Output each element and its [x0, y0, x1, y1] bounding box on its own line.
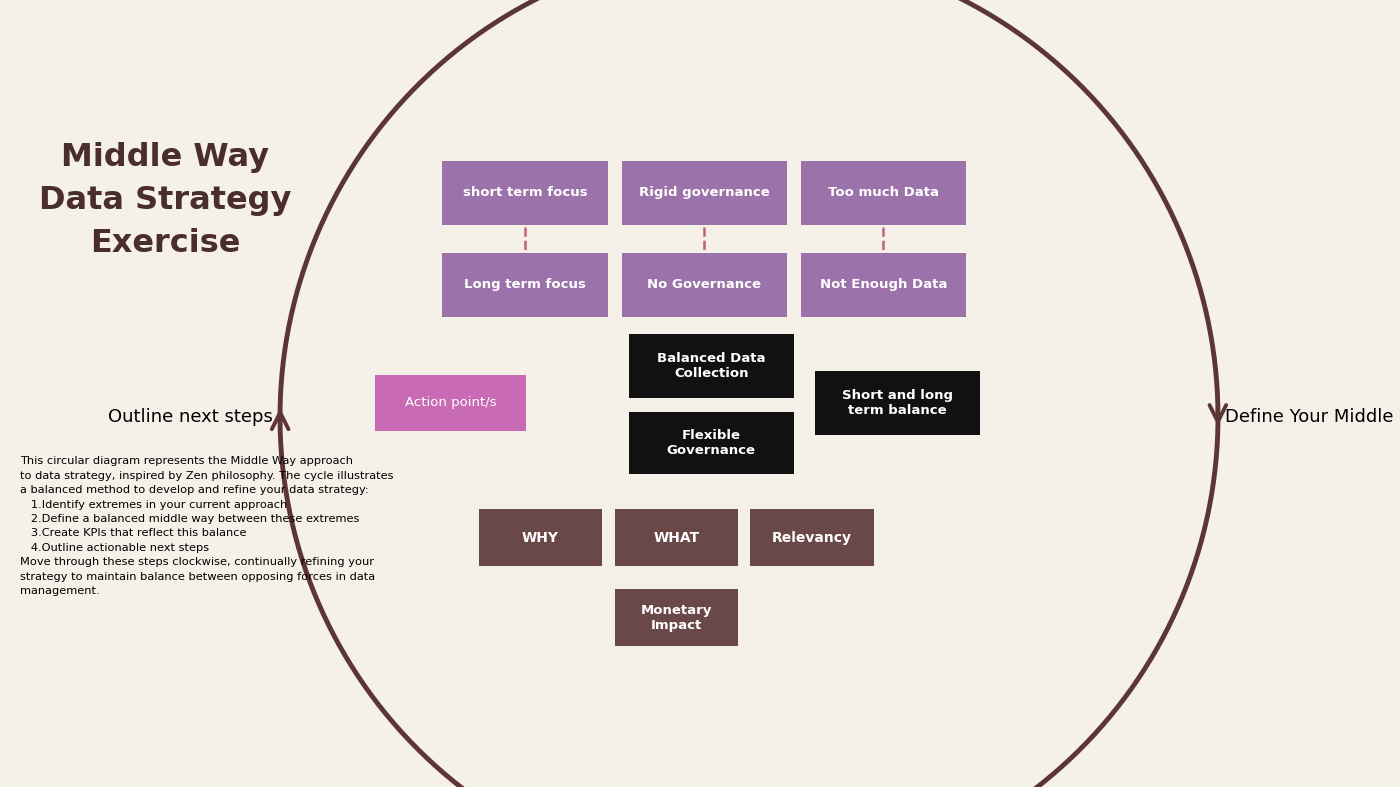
- Text: WHAT: WHAT: [654, 530, 699, 545]
- Text: Relevancy: Relevancy: [771, 530, 853, 545]
- Text: Short and long
term balance: Short and long term balance: [841, 389, 953, 417]
- FancyBboxPatch shape: [375, 375, 526, 431]
- Text: WHY: WHY: [522, 530, 559, 545]
- Text: This circular diagram represents the Middle Way approach
to data strategy, inspi: This circular diagram represents the Mid…: [20, 456, 393, 596]
- Text: short term focus: short term focus: [462, 187, 588, 199]
- FancyBboxPatch shape: [750, 509, 874, 566]
- FancyBboxPatch shape: [615, 509, 738, 566]
- Text: Define Your Middle Way: Define Your Middle Way: [1225, 408, 1400, 426]
- FancyBboxPatch shape: [622, 161, 787, 225]
- Text: Monetary
Impact: Monetary Impact: [641, 604, 711, 632]
- Text: Too much Data: Too much Data: [827, 187, 939, 199]
- FancyBboxPatch shape: [801, 253, 966, 317]
- FancyBboxPatch shape: [479, 509, 602, 566]
- Text: Middle Way
Data Strategy
Exercise: Middle Way Data Strategy Exercise: [39, 142, 291, 259]
- Text: Balanced Data
Collection: Balanced Data Collection: [657, 352, 766, 380]
- Text: Rigid governance: Rigid governance: [638, 187, 770, 199]
- FancyBboxPatch shape: [442, 161, 608, 225]
- Text: Action point/s: Action point/s: [405, 397, 497, 409]
- Text: Outline next steps: Outline next steps: [108, 408, 273, 426]
- FancyBboxPatch shape: [801, 161, 966, 225]
- Text: Flexible
Governance: Flexible Governance: [666, 429, 756, 457]
- FancyBboxPatch shape: [629, 412, 794, 474]
- Text: Long term focus: Long term focus: [463, 279, 587, 291]
- FancyBboxPatch shape: [629, 334, 794, 398]
- FancyBboxPatch shape: [615, 589, 738, 646]
- Text: Not Enough Data: Not Enough Data: [820, 279, 946, 291]
- FancyBboxPatch shape: [815, 371, 980, 435]
- Text: No Governance: No Governance: [647, 279, 762, 291]
- FancyBboxPatch shape: [442, 253, 608, 317]
- FancyBboxPatch shape: [622, 253, 787, 317]
